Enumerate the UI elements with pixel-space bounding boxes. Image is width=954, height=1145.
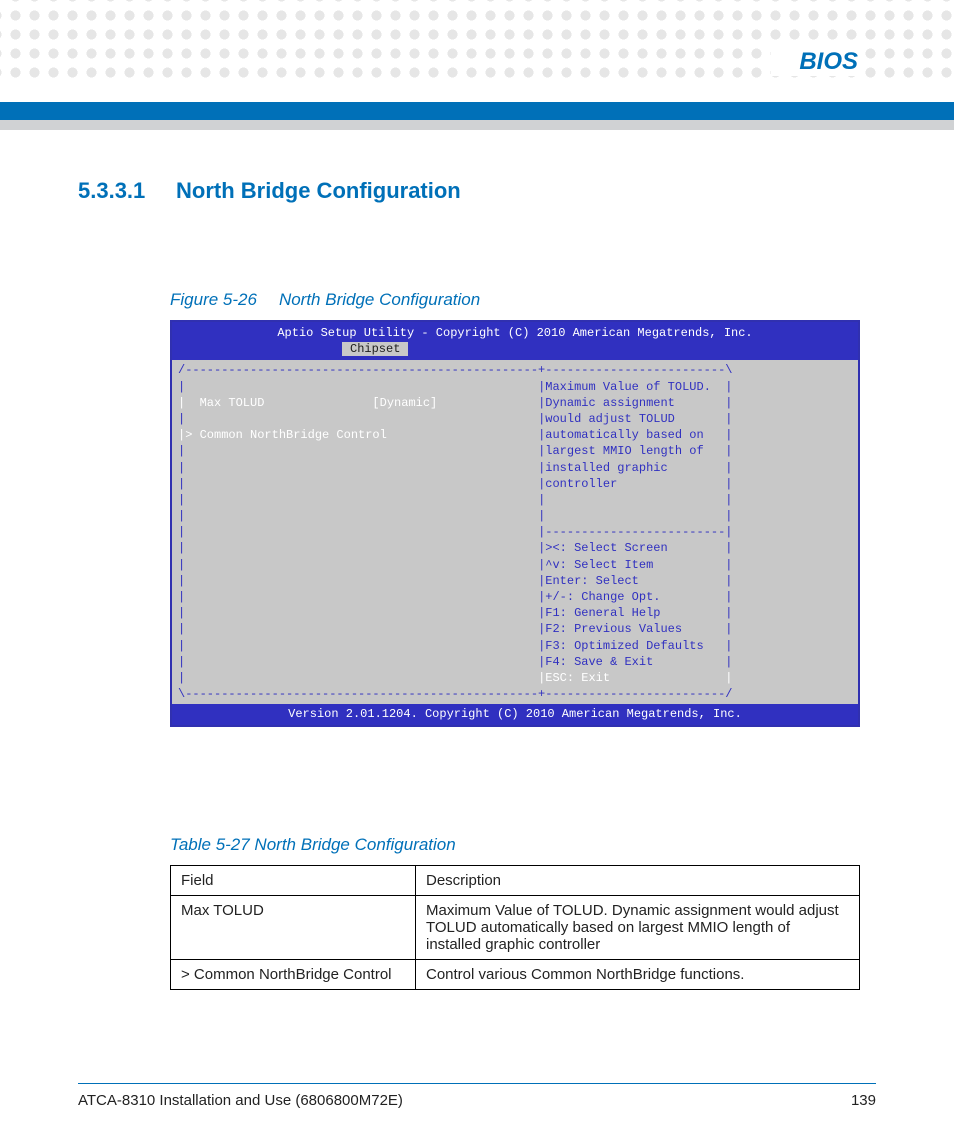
table-header-row: Field Description <box>171 865 860 895</box>
bios-header: Aptio Setup Utility - Copyright (C) 2010… <box>172 322 858 341</box>
section-title: North Bridge Configuration <box>176 178 461 203</box>
chapter-title: BIOS <box>771 48 864 76</box>
bios-tab-row: Chipset <box>172 341 858 360</box>
cell-field: > Common NorthBridge Control <box>171 959 416 989</box>
description-table: Field Description Max TOLUD Maximum Valu… <box>170 865 860 990</box>
bios-body: /---------------------------------------… <box>172 360 858 704</box>
bios-footer: Version 2.01.1204. Copyright (C) 2010 Am… <box>172 704 858 724</box>
col-description: Description <box>416 865 860 895</box>
bios-screenshot: Aptio Setup Utility - Copyright (C) 2010… <box>170 320 860 727</box>
doc-title: ATCA-8310 Installation and Use (6806800M… <box>78 1092 403 1109</box>
page-number: 139 <box>851 1092 876 1109</box>
section-number: 5.3.3.1 <box>78 178 176 204</box>
page-content: 5.3.3.1North Bridge Configuration Figure… <box>78 178 876 990</box>
figure-label: Figure 5-26 <box>170 290 257 309</box>
col-field: Field <box>171 865 416 895</box>
figure-caption: Figure 5-26 North Bridge Configuration <box>170 290 876 310</box>
cell-desc: Maximum Value of TOLUD. Dynamic assignme… <box>416 895 860 959</box>
cell-field: Max TOLUD <box>171 895 416 959</box>
section-heading: 5.3.3.1North Bridge Configuration <box>78 178 876 204</box>
header-band <box>0 102 954 130</box>
table-caption: Table 5-27 North Bridge Configuration <box>170 835 876 855</box>
table-row: > Common NorthBridge Control Control var… <box>171 959 860 989</box>
page-footer: ATCA-8310 Installation and Use (6806800M… <box>78 1083 876 1109</box>
cell-desc: Control various Common NorthBridge funct… <box>416 959 860 989</box>
figure-title: North Bridge Configuration <box>279 290 480 309</box>
table-row: Max TOLUD Maximum Value of TOLUD. Dynami… <box>171 895 860 959</box>
bios-active-tab: Chipset <box>342 342 408 356</box>
